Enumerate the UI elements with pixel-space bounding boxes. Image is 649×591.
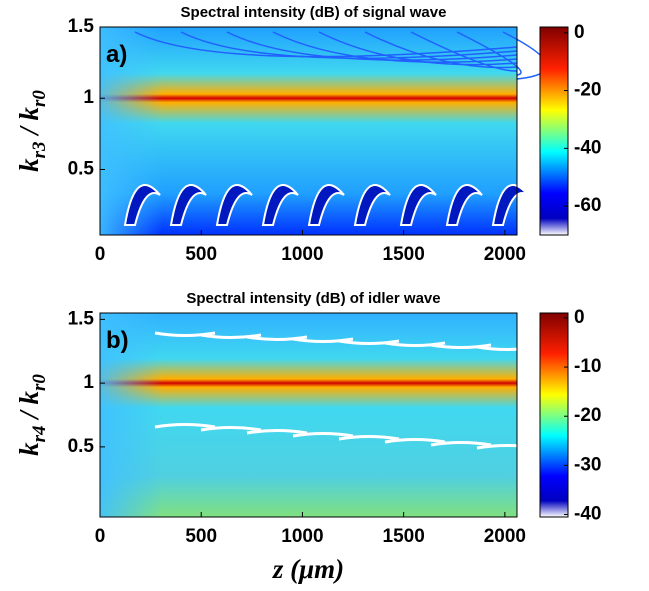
x-tick-label: 2000	[484, 244, 526, 265]
fringe	[180, 31, 518, 59]
colorbar	[539, 26, 569, 236]
fringe	[246, 429, 308, 435]
fringe	[384, 438, 446, 444]
fringe	[215, 184, 253, 226]
fringe	[399, 184, 437, 226]
y-tick-label: 0.5	[68, 436, 95, 457]
fringe	[169, 184, 207, 226]
fringe	[353, 184, 391, 226]
fringe	[410, 31, 518, 72]
fringe	[476, 444, 538, 450]
fringe	[338, 435, 400, 441]
fringe	[445, 184, 483, 226]
fringe	[154, 423, 216, 429]
x-tick-label: 0	[95, 244, 106, 265]
colorbar-tick-label: -60	[574, 195, 601, 216]
y-label-part: r0	[29, 90, 50, 107]
colorbar-tick-label: 0	[574, 22, 585, 43]
plot-frame	[99, 26, 518, 236]
fringe	[430, 343, 492, 349]
fringe	[200, 426, 262, 432]
fringe	[364, 31, 518, 69]
x-tick-label: 1000	[281, 526, 323, 547]
fringe	[261, 184, 299, 226]
fringe	[318, 31, 518, 66]
fringe	[134, 31, 518, 58]
fringe	[226, 31, 518, 61]
fringe	[246, 335, 308, 341]
y-tick-label: 1	[83, 372, 94, 393]
colorbar-tick-label: -20	[574, 80, 601, 101]
fringe	[430, 441, 492, 447]
colorbar-tick-label: -30	[574, 454, 601, 475]
y-label-part: r3	[29, 142, 50, 159]
fringe	[154, 331, 216, 337]
x-tick-label: 500	[185, 526, 217, 547]
y-label-part: r0	[29, 374, 50, 391]
fringe	[200, 333, 262, 339]
panel-label: b)	[106, 327, 129, 354]
colorbar	[539, 312, 569, 518]
fringe	[491, 184, 529, 226]
fringe	[476, 345, 538, 351]
y-tick-label: 0.5	[68, 158, 95, 179]
fringe	[292, 337, 354, 343]
x-tick-label: 0	[95, 526, 106, 547]
y-tick-label: 1.5	[68, 308, 95, 329]
fringe	[123, 184, 161, 226]
colorbar-tick-label: 0	[574, 307, 585, 328]
fringe	[307, 184, 345, 226]
fringe	[384, 341, 446, 347]
colorbar-tick-label: -20	[574, 405, 601, 426]
y-label-part: / k	[14, 391, 44, 426]
colorbar-tick-label: -10	[574, 356, 601, 377]
fringe	[292, 432, 354, 438]
chart-title: Spectral intensity (dB) of idler wave	[186, 290, 440, 307]
y-label-part: k	[14, 158, 44, 172]
fringe	[338, 339, 400, 345]
panel-label: a)	[106, 41, 127, 68]
y-axis-label: kr3 / kr0	[14, 90, 50, 172]
y-tick-label: 1	[83, 87, 94, 108]
y-axis-label: kr4 / kr0	[14, 374, 50, 456]
y-label-part: k	[14, 442, 44, 456]
colorbar-tick-label: -40	[574, 137, 601, 158]
plot-frame	[99, 312, 518, 518]
y-tick-label: 1.5	[68, 16, 95, 37]
heatmap-fade	[100, 313, 517, 517]
chart-title: Spectral intensity (dB) of signal wave	[181, 4, 447, 21]
y-label-part: / k	[14, 107, 44, 142]
x-tick-label: 1500	[383, 244, 425, 265]
x-axis-label: z (μm)	[272, 554, 344, 584]
x-tick-label: 1000	[281, 244, 323, 265]
x-tick-label: 2000	[484, 526, 526, 547]
y-label-part: r4	[29, 426, 50, 443]
x-tick-label: 500	[185, 244, 217, 265]
x-tick-label: 1500	[383, 526, 425, 547]
fringe	[456, 31, 522, 76]
colorbar-tick-label: -40	[574, 504, 601, 525]
